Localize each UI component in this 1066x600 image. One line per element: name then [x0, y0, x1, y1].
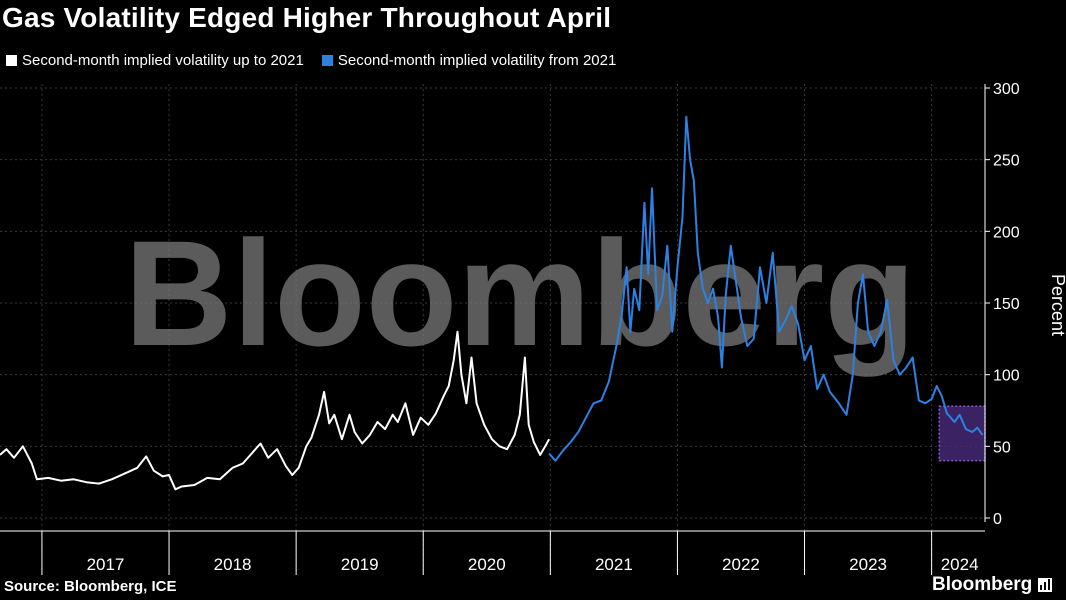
x-tick-label: 2020 — [468, 555, 506, 574]
brand-logo: Bloomberg — [932, 574, 1053, 596]
legend-item-blue: Second-month implied volatility from 202… — [321, 52, 617, 69]
y-tick-label: 250 — [993, 153, 1020, 170]
legend-label-blue: Second-month implied volatility from 202… — [337, 52, 617, 69]
series-line-blue — [548, 115, 984, 462]
y-tick-label: 200 — [993, 224, 1020, 241]
highlight-box — [938, 405, 986, 462]
y-tick-label: 100 — [993, 368, 1020, 385]
x-tick-label: 2023 — [849, 555, 887, 574]
y-axis-label: Percent — [1048, 274, 1066, 336]
x-tick-label: 2017 — [87, 555, 125, 574]
legend: Second-month implied volatility up to 20… — [6, 52, 616, 69]
watermark: Bloomberg — [124, 209, 916, 377]
series-line-white — [0, 330, 550, 491]
bar-chart-icon — [1038, 578, 1053, 592]
legend-swatch-blue — [321, 55, 333, 66]
x-tick-label: 2019 — [341, 555, 379, 574]
y-tick-label: 150 — [993, 296, 1020, 313]
y-tick-label: 50 — [993, 439, 1011, 456]
legend-item-white: Second-month implied volatility up to 20… — [6, 52, 304, 69]
brand-text: Bloomberg — [932, 574, 1033, 595]
x-tick-label: 2018 — [214, 555, 252, 574]
source-note: Source: Bloomberg, ICE — [4, 578, 177, 595]
y-tick-label: 300 — [993, 81, 1020, 98]
legend-label-white: Second-month implied volatility up to 20… — [22, 52, 304, 69]
x-tick-label: 2024 — [941, 555, 979, 574]
y-tick-label: 0 — [993, 511, 1002, 528]
x-tick-label: 2021 — [595, 555, 633, 574]
chart-title: Gas Volatility Edged Higher Throughout A… — [2, 2, 612, 33]
legend-swatch-white — [6, 55, 17, 66]
x-tick-label: 2022 — [722, 555, 760, 574]
